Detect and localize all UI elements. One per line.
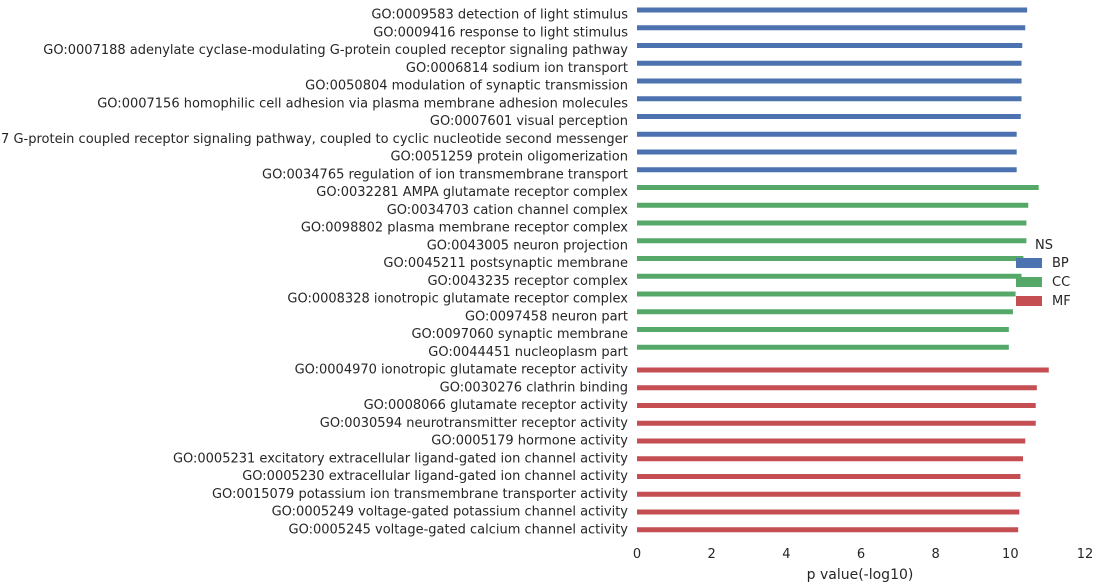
x-tick-label: 0	[633, 547, 641, 562]
bar-mf	[637, 527, 1019, 533]
x-tick-label: 2	[708, 547, 716, 562]
category-labels: GO:0009583 detection of light stimulus GO…	[0, 8, 629, 538]
category-label: GO:0045211 postsynaptic membrane	[383, 256, 628, 271]
category-label: GO:0007601 visual perception	[430, 114, 628, 129]
category-label: GO:0005245 voltage-gated calcium channel…	[289, 522, 629, 537]
category-label: GO:0007187 G-protein coupled receptor si…	[0, 132, 629, 147]
category-label: GO:0009583 detection of light stimulus	[371, 8, 628, 23]
legend: NS BP CC MF	[1016, 238, 1071, 309]
bar-mf	[637, 491, 1021, 497]
bar-cc	[637, 256, 1024, 261]
category-label: GO:0043005 neuron projection	[427, 238, 628, 253]
x-tick-label: 12	[1077, 547, 1094, 562]
category-label: GO:0050804 modulation of synaptic transm…	[305, 79, 628, 94]
category-label: GO:0007188 adenylate cyclase-modulating …	[43, 43, 628, 58]
bar-bp	[637, 78, 1022, 84]
category-label: GO:0097458 neuron part	[465, 309, 628, 324]
bar-bp	[637, 96, 1022, 102]
bar-cc	[637, 344, 1009, 350]
category-label: GO:0005179 hormone activity	[431, 434, 628, 449]
bar-mf	[637, 367, 1049, 373]
x-tick-label: 4	[782, 547, 790, 562]
bar-mf	[637, 474, 1021, 479]
legend-title: NS	[1035, 238, 1053, 253]
category-label: GO:0005230 extracellular ligand-gated io…	[242, 469, 628, 484]
bar-cc	[637, 273, 1022, 279]
category-label: GO:0030276 clathrin binding	[440, 380, 628, 395]
legend-label-cc: CC	[1052, 275, 1070, 290]
category-label: GO:0034703 cation channel complex	[387, 203, 629, 218]
category-label: GO:0032281 AMPA glutamate receptor compl…	[316, 185, 628, 200]
bar-mf	[637, 509, 1020, 515]
bar-bp	[637, 149, 1017, 155]
category-label: GO:0097060 synaptic membrane	[411, 327, 628, 342]
bar-cc	[637, 309, 1013, 315]
category-label: GO:0005249 voltage-gated potassium chann…	[272, 505, 629, 520]
x-tick-label: 10	[1002, 547, 1019, 562]
bar-bp	[637, 60, 1022, 66]
legend-swatch-mf	[1016, 296, 1042, 306]
category-label: GO:0043235 receptor complex	[427, 274, 628, 289]
legend-label-mf: MF	[1052, 294, 1071, 309]
bar-cc	[637, 327, 1009, 332]
bar-mf	[637, 403, 1036, 408]
x-axis: 0 2 4 6 8 10 12	[633, 547, 1093, 562]
bar-bp	[637, 167, 1017, 173]
bar-cc	[637, 238, 1027, 244]
category-label: GO:0034765 regulation of ion transmembra…	[262, 167, 628, 182]
legend-swatch-bp	[1016, 258, 1042, 268]
bar-bp	[637, 25, 1026, 31]
bar-cc	[637, 220, 1027, 226]
x-axis-label: p value(-log10)	[807, 567, 914, 583]
category-label: GO:0098802 plasma membrane receptor comp…	[301, 221, 628, 236]
bar-bp	[637, 131, 1017, 137]
category-label: GO:0009416 response to light stimulus	[373, 25, 628, 40]
bar-mf	[637, 438, 1026, 444]
category-label: GO:0006814 sodium ion transport	[406, 61, 628, 76]
category-label: GO:0005231 excitatory extracellular liga…	[173, 451, 628, 466]
bar-mf	[637, 456, 1024, 462]
category-label: GO:0008066 glutamate receptor activity	[364, 398, 629, 413]
category-label: GO:0008328 ionotropic glutamate receptor…	[287, 292, 628, 307]
x-tick-label: 8	[932, 547, 940, 562]
category-label: GO:0015079 potassium ion transmembrane t…	[212, 487, 628, 502]
bar-cc	[637, 202, 1029, 208]
bar-bp	[637, 114, 1021, 119]
bars-layer	[637, 7, 1049, 533]
bar-bp	[637, 7, 1028, 13]
category-label: GO:0044451 nucleoplasm part	[428, 345, 628, 360]
category-label: GO:0007156 homophilic cell adhesion via …	[97, 96, 628, 111]
bar-cc	[637, 291, 1016, 297]
bar-mf	[637, 420, 1036, 426]
bar-bp	[637, 43, 1023, 48]
category-label: GO:0030594 neurotransmitter receptor act…	[320, 416, 629, 431]
legend-label-bp: BP	[1052, 256, 1069, 271]
category-label: GO:0051259 protein oligomerization	[390, 150, 628, 165]
bar-cc	[637, 185, 1039, 190]
bar-mf	[637, 385, 1037, 391]
x-tick-label: 6	[857, 547, 865, 562]
legend-swatch-cc	[1016, 277, 1042, 287]
category-label: GO:0004970 ionotropic glutamate receptor…	[295, 363, 629, 378]
